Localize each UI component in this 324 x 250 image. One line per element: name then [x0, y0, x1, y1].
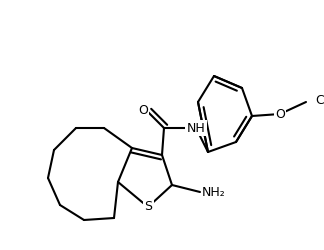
Text: O: O: [275, 108, 285, 120]
Text: CH₃: CH₃: [315, 94, 324, 106]
Text: NH₂: NH₂: [202, 186, 226, 198]
Text: S: S: [144, 200, 152, 213]
Text: O: O: [138, 104, 148, 117]
Text: NH: NH: [187, 122, 205, 134]
